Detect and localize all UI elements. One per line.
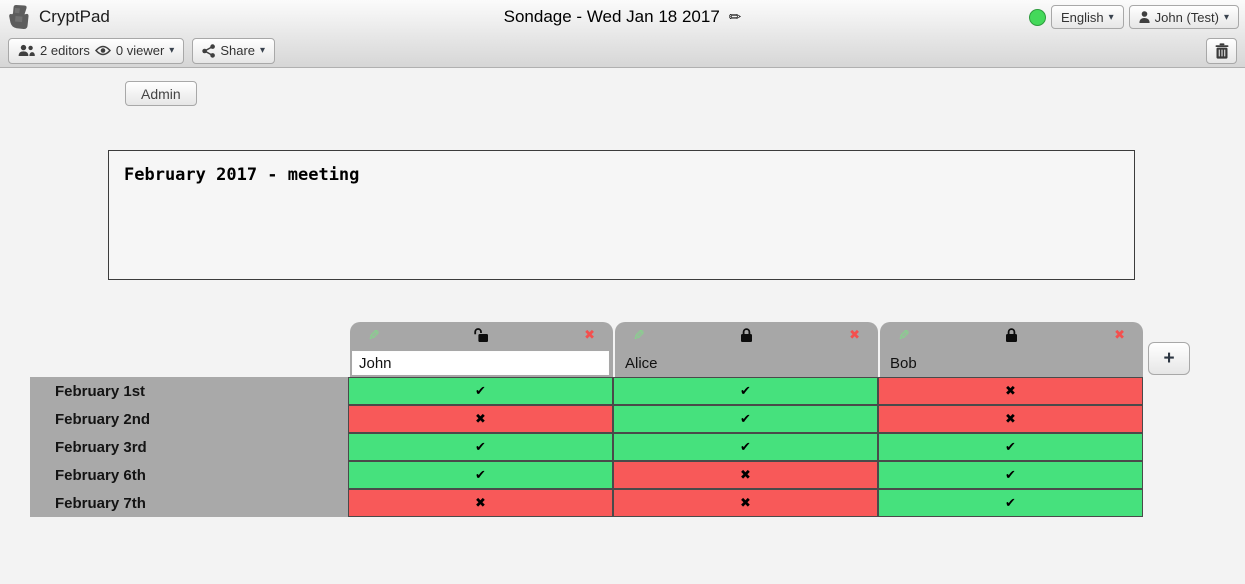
add-column-button[interactable]: + (1148, 342, 1190, 375)
vote-mark: ✖ (740, 495, 751, 511)
viewers-count-label: 0 viewer (115, 43, 165, 58)
remove-column-icon[interactable]: ✖ (584, 328, 595, 343)
toolbar-top-row: CryptPad Sondage - Wed Jan 18 2017 ✏ Eng… (0, 0, 1245, 34)
poll-cell[interactable]: ✖ (613, 461, 878, 489)
editors-count-label: 2 editors (40, 43, 90, 58)
row-label: February 2nd (30, 405, 348, 433)
poll-column-header-john: ✎ ✖ (350, 322, 613, 377)
cryptpad-home-link[interactable]: CryptPad (6, 4, 110, 30)
poll-cell[interactable]: ✖ (348, 489, 613, 517)
caret-down-icon: ▾ (1108, 11, 1114, 23)
vote-mark: ✖ (740, 467, 751, 483)
page-content: Admin February 2017 - meeting ✎ ✖ ✎ (0, 68, 1245, 584)
trash-icon (1215, 42, 1229, 59)
lock-icon[interactable] (740, 328, 753, 343)
language-label: English (1060, 9, 1104, 25)
vote-mark: ✖ (475, 411, 486, 427)
share-icon (202, 43, 216, 58)
remove-column-icon[interactable]: ✖ (1114, 328, 1125, 343)
poll-cell[interactable]: ✔ (878, 461, 1143, 489)
editors-segment: 2 editors (18, 43, 90, 58)
caret-down-icon: ▾ (1223, 11, 1229, 23)
vote-mark: ✔ (475, 439, 486, 455)
admin-button[interactable]: Admin (125, 81, 197, 106)
caret-down-icon: ▾ (260, 45, 266, 56)
column-name-label: Bob (890, 354, 917, 372)
row-label: February 7th (30, 489, 348, 517)
vote-mark: ✖ (1005, 383, 1016, 399)
cryptpad-fist-logo-icon (6, 4, 31, 30)
user-menu-button[interactable]: John (Test) ▾ (1128, 5, 1239, 29)
share-label: Share (220, 43, 256, 58)
column-name-row: Bob (880, 349, 1143, 377)
edit-column-icon[interactable]: ✎ (633, 327, 645, 344)
poll-cell[interactable]: ✔ (348, 433, 613, 461)
toolbar-bottom-row: 2 editors 0 viewer ▾ Share ▾ (0, 34, 1245, 67)
poll-cell[interactable]: ✔ (613, 377, 878, 405)
lock-icon[interactable] (1005, 328, 1018, 343)
poll-cell[interactable]: ✖ (613, 489, 878, 517)
column-name-label: Alice (625, 354, 658, 372)
vote-mark: ✔ (740, 439, 751, 455)
vote-mark: ✔ (1005, 495, 1016, 511)
vote-mark: ✖ (1005, 411, 1016, 427)
vote-mark: ✔ (740, 383, 751, 399)
edit-column-icon[interactable]: ✎ (368, 327, 380, 344)
vote-mark: ✔ (475, 383, 486, 399)
poll-table: ✎ ✖ ✎ ✖ Alice (0, 320, 1245, 584)
poll-cell[interactable]: ✔ (613, 405, 878, 433)
column-controls: ✎ ✖ (350, 322, 613, 349)
document-title-bar: Sondage - Wed Jan 18 2017 ✏ (0, 0, 1245, 34)
trash-button[interactable] (1206, 37, 1237, 64)
poll-cell[interactable]: ✖ (878, 405, 1143, 433)
person-icon (1139, 11, 1150, 23)
column-controls: ✎ ✖ (615, 322, 878, 349)
column-name-row (350, 349, 613, 377)
app-name: CryptPad (39, 7, 110, 26)
poll-cell[interactable]: ✔ (348, 461, 613, 489)
edit-title-icon[interactable]: ✏ (728, 8, 742, 26)
poll-grid: February 1st ✔ ✔ ✖ February 2nd ✖ ✔ ✖ Fe… (30, 377, 1143, 517)
poll-cell[interactable]: ✖ (878, 377, 1143, 405)
vote-mark: ✔ (475, 467, 486, 483)
unlock-icon[interactable] (473, 328, 490, 343)
poll-cell[interactable]: ✖ (348, 405, 613, 433)
toolbar-right-group: English ▾ John (Test) ▾ (1028, 5, 1239, 29)
poll-cell[interactable]: ✔ (878, 433, 1143, 461)
vote-mark: ✔ (740, 411, 751, 427)
vote-mark: ✔ (1005, 467, 1016, 483)
connection-status-icon (1028, 8, 1046, 26)
remove-column-icon[interactable]: ✖ (849, 328, 860, 343)
vote-mark: ✔ (1005, 439, 1016, 455)
edit-column-icon[interactable]: ✎ (898, 327, 910, 344)
viewers-segment: 0 viewer ▾ (94, 43, 175, 58)
document-title[interactable]: Sondage - Wed Jan 18 2017 (503, 7, 720, 26)
poll-description-input[interactable]: February 2017 - meeting (108, 150, 1135, 280)
row-label: February 3rd (30, 433, 348, 461)
eye-icon (94, 45, 111, 56)
poll-cell[interactable]: ✔ (348, 377, 613, 405)
caret-down-icon: ▾ (169, 45, 175, 56)
vote-mark: ✖ (475, 495, 486, 511)
row-label: February 1st (30, 377, 348, 405)
toolbar: CryptPad Sondage - Wed Jan 18 2017 ✏ Eng… (0, 0, 1245, 68)
poll-cell[interactable]: ✔ (613, 433, 878, 461)
column-name-input[interactable] (352, 351, 609, 375)
share-button[interactable]: Share ▾ (192, 37, 276, 64)
column-name-row: Alice (615, 349, 878, 377)
language-select[interactable]: English ▾ (1050, 5, 1124, 29)
user-name-label: John (Test) (1154, 9, 1219, 25)
poll-column-header-bob: ✎ ✖ Bob (880, 322, 1143, 377)
row-label: February 6th (30, 461, 348, 489)
editors-viewers-dropdown[interactable]: 2 editors 0 viewer ▾ (8, 37, 185, 64)
poll-column-header-alice: ✎ ✖ Alice (615, 322, 878, 377)
column-controls: ✎ ✖ (880, 322, 1143, 349)
users-icon (18, 44, 35, 57)
poll-cell[interactable]: ✔ (878, 489, 1143, 517)
